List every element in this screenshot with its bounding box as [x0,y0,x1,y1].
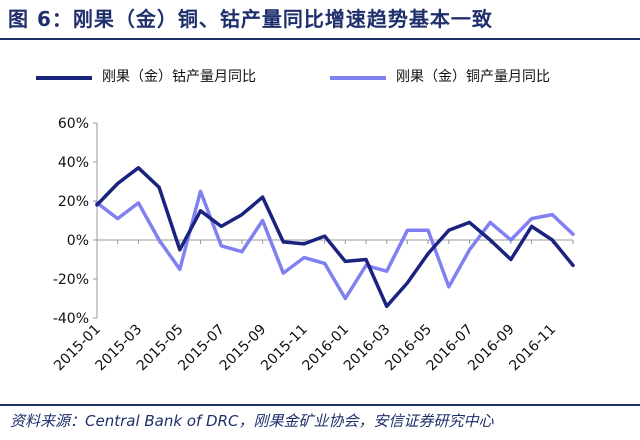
y-tick-label: -20% [53,272,89,288]
footer-divider [0,404,640,406]
legend-label-cobalt: 刚果（金）钴产量月同比 [102,69,256,85]
series-line-copper [95,189,575,301]
x-tick-label: 2016-11 [506,322,559,375]
series-line-cobalt [95,166,575,309]
legend-label-copper: 刚果（金）铜产量月同比 [396,69,550,85]
source-note: 资料来源：Central Bank of DRC，刚果金矿业协会，安信证券研究中… [10,412,494,430]
y-tick-label: 20% [58,194,89,210]
legend-swatch-copper [330,76,386,80]
y-tick-label: -40% [53,311,89,327]
title-divider [0,38,640,40]
y-tick-label: 0% [67,233,89,249]
y-tick-label: 60% [58,116,89,132]
legend-swatch-cobalt [36,76,92,80]
chart-title: 图 6：刚果（金）铜、钴产量同比增速趋势基本一致 [8,7,493,31]
y-tick-label: 40% [58,155,89,171]
